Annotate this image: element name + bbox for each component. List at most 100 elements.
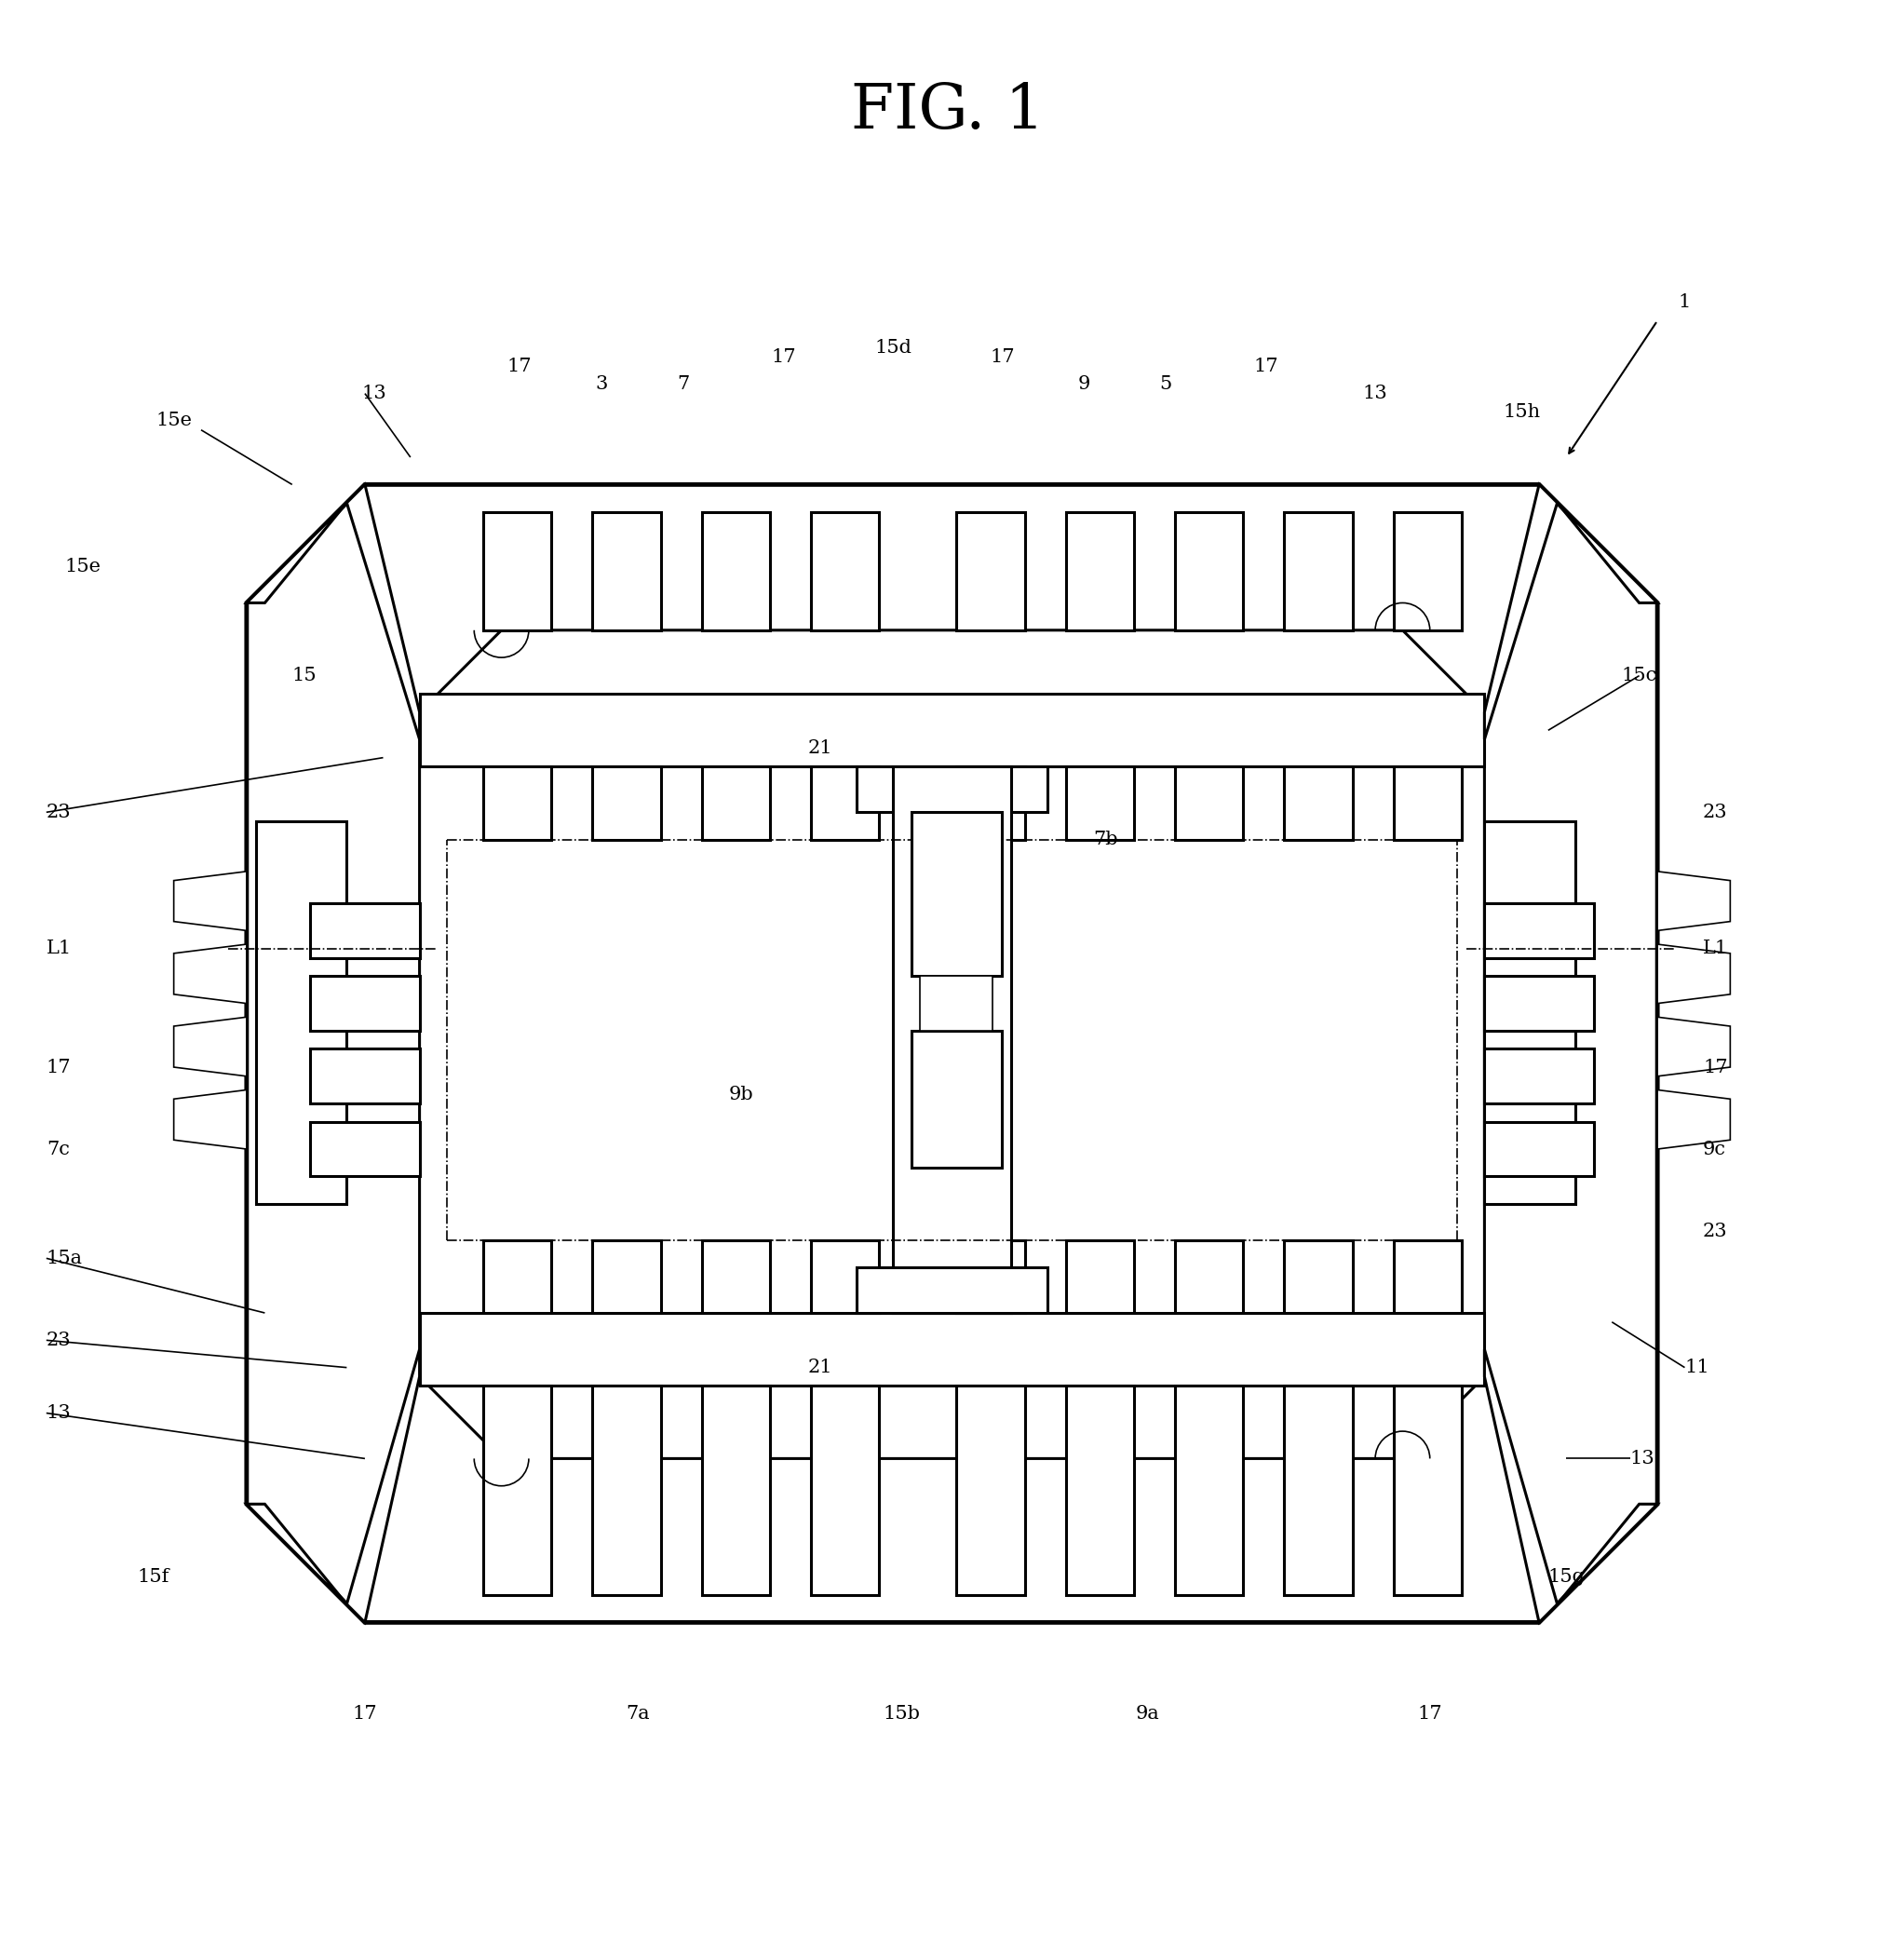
Bar xyxy=(910,812,1002,977)
Bar xyxy=(956,766,1024,839)
Bar xyxy=(703,513,769,630)
Text: 13: 13 xyxy=(1630,1450,1655,1468)
Polygon shape xyxy=(173,872,248,930)
Bar xyxy=(592,1387,661,1596)
Bar xyxy=(1283,513,1352,630)
Text: 15d: 15d xyxy=(874,338,912,358)
Bar xyxy=(310,1048,419,1104)
Bar xyxy=(1394,1240,1462,1313)
Text: 17: 17 xyxy=(1417,1704,1441,1723)
Bar xyxy=(592,766,661,839)
Bar xyxy=(1066,1387,1135,1596)
Text: 15c: 15c xyxy=(1620,667,1656,685)
Bar xyxy=(956,513,1024,630)
Polygon shape xyxy=(248,485,1656,1623)
Text: 17: 17 xyxy=(1702,1058,1727,1075)
Bar xyxy=(857,766,1047,812)
Polygon shape xyxy=(173,1017,248,1075)
Polygon shape xyxy=(419,630,1485,1458)
Bar xyxy=(592,1240,661,1313)
Text: 1: 1 xyxy=(1679,294,1691,311)
Bar xyxy=(419,1313,1485,1387)
Bar xyxy=(1066,513,1135,630)
Bar xyxy=(310,1122,419,1176)
Bar xyxy=(1175,1387,1243,1596)
Bar xyxy=(1394,766,1462,839)
Bar xyxy=(1066,766,1135,839)
Bar xyxy=(811,1387,880,1596)
Text: 9: 9 xyxy=(1078,375,1091,393)
Text: 21: 21 xyxy=(807,739,832,758)
Bar xyxy=(811,766,880,839)
Polygon shape xyxy=(173,944,248,1004)
Text: 17: 17 xyxy=(771,348,796,366)
Text: 15: 15 xyxy=(291,667,316,685)
Bar xyxy=(1283,1240,1352,1313)
Bar xyxy=(893,766,1011,1313)
Bar xyxy=(811,513,880,630)
Bar xyxy=(811,1240,880,1313)
Bar xyxy=(1485,822,1575,1203)
Bar xyxy=(703,1240,769,1313)
Text: 15h: 15h xyxy=(1502,402,1540,420)
Bar xyxy=(857,1267,1047,1313)
Bar xyxy=(1485,1122,1594,1176)
Text: 3: 3 xyxy=(596,375,607,393)
Polygon shape xyxy=(1656,1091,1731,1149)
Bar xyxy=(1485,903,1594,957)
Bar xyxy=(910,1031,1002,1168)
Bar xyxy=(484,1387,552,1596)
Polygon shape xyxy=(248,1350,419,1623)
Bar xyxy=(920,977,994,1031)
Bar xyxy=(310,977,419,1031)
Bar xyxy=(1394,513,1462,630)
Bar xyxy=(1175,513,1243,630)
Polygon shape xyxy=(1656,1017,1731,1075)
Text: L1: L1 xyxy=(1702,940,1729,957)
Bar xyxy=(703,1387,769,1596)
Text: L1: L1 xyxy=(46,940,72,957)
Bar xyxy=(484,1240,552,1313)
Bar xyxy=(419,694,1485,766)
Text: 15e: 15e xyxy=(65,557,101,574)
Text: 23: 23 xyxy=(46,1331,70,1350)
Text: 9c: 9c xyxy=(1702,1141,1727,1158)
Text: 17: 17 xyxy=(352,1704,377,1723)
Text: 17: 17 xyxy=(1253,358,1278,375)
Text: 23: 23 xyxy=(1702,803,1727,822)
Text: 9a: 9a xyxy=(1135,1704,1160,1723)
Bar xyxy=(1485,1048,1594,1104)
Bar xyxy=(703,766,769,839)
Polygon shape xyxy=(1656,872,1731,930)
Bar xyxy=(956,1387,1024,1596)
Text: 7a: 7a xyxy=(626,1704,649,1723)
Text: 17: 17 xyxy=(990,348,1015,366)
Text: 7: 7 xyxy=(678,375,689,393)
Bar xyxy=(1175,766,1243,839)
Text: 23: 23 xyxy=(1702,1222,1727,1240)
Bar xyxy=(255,822,347,1203)
Polygon shape xyxy=(1485,1350,1656,1623)
Text: 15a: 15a xyxy=(46,1249,82,1267)
Bar xyxy=(1283,1387,1352,1596)
Text: 13: 13 xyxy=(46,1404,70,1421)
Text: 7b: 7b xyxy=(1093,832,1118,849)
Bar xyxy=(1394,1387,1462,1596)
Polygon shape xyxy=(173,1091,248,1149)
Text: 7c: 7c xyxy=(46,1141,70,1158)
Polygon shape xyxy=(1656,944,1731,1004)
Text: 13: 13 xyxy=(1363,385,1388,402)
Text: 17: 17 xyxy=(506,358,531,375)
Text: 15g: 15g xyxy=(1548,1568,1586,1586)
Bar xyxy=(310,903,419,957)
Polygon shape xyxy=(1485,485,1656,739)
Text: 23: 23 xyxy=(46,803,70,822)
Bar xyxy=(484,513,552,630)
Text: FIG. 1: FIG. 1 xyxy=(851,81,1043,141)
Text: 15e: 15e xyxy=(156,412,192,429)
Text: 15f: 15f xyxy=(137,1568,169,1586)
Bar xyxy=(1283,766,1352,839)
Bar xyxy=(484,766,552,839)
Bar xyxy=(956,1240,1024,1313)
Text: 11: 11 xyxy=(1685,1360,1710,1377)
